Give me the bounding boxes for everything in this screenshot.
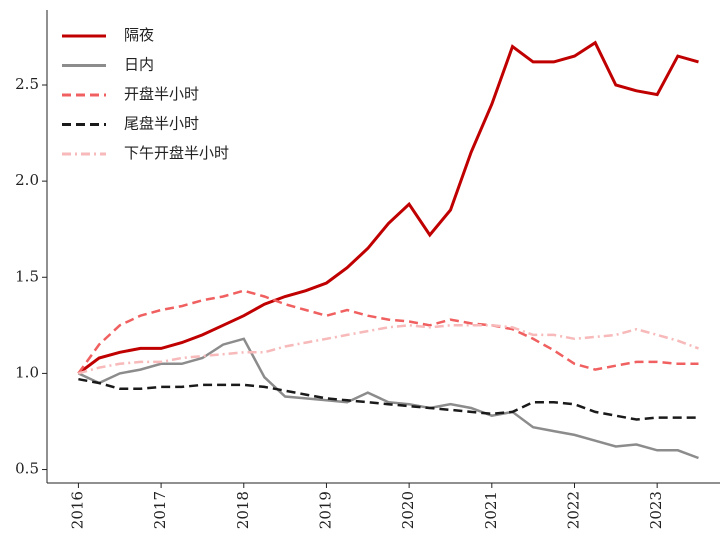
legend-label: 隔夜 [124,26,154,44]
series-line [77,289,699,375]
x-tick-label: 2023 [647,491,665,529]
x-tick-label: 2016 [68,491,86,529]
legend-label: 下午开盘半小时 [124,144,229,162]
legend-label: 尾盘半小时 [124,115,199,133]
series-line [78,324,699,375]
legend-label: 开盘半小时 [124,85,199,103]
x-tick-label: 2017 [151,491,169,529]
series-line [77,337,699,460]
series-line [77,40,699,375]
x-tick-label: 2021 [482,491,500,529]
y-tick-label: 2.5 [15,75,39,93]
x-tick-label: 2019 [316,491,334,529]
y-tick-label: 2.0 [15,171,39,189]
y-tick-label: 0.5 [15,460,39,478]
y-tick-label: 1.5 [15,267,39,285]
y-tick-label: 1.0 [15,363,39,381]
x-tick-label: 2022 [564,491,582,529]
legend-label: 日内 [124,56,154,74]
series-line [78,377,699,421]
x-tick-label: 2018 [234,491,252,529]
x-tick-label: 2020 [399,491,417,529]
